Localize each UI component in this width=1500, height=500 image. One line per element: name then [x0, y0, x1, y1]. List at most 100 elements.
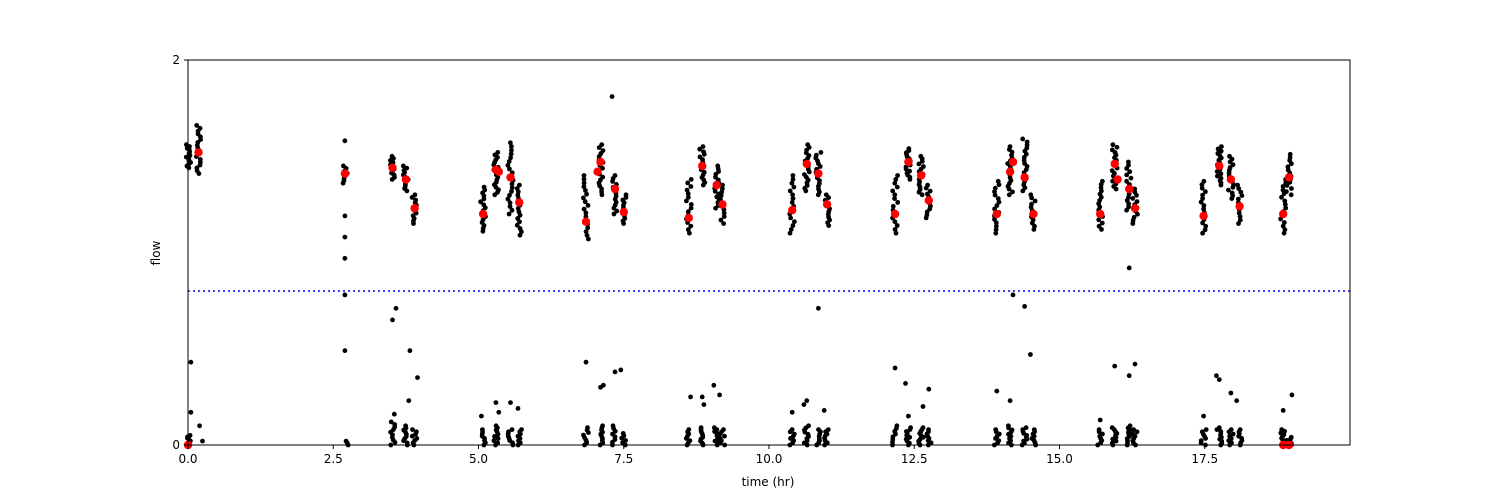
- raw-point: [509, 144, 514, 149]
- raw-point-low: [1218, 429, 1224, 434]
- raw-point: [517, 182, 522, 188]
- raw-point: [788, 227, 794, 232]
- raw-point-low: [403, 423, 408, 429]
- outlier-point: [188, 359, 194, 365]
- outlier-point: [188, 409, 194, 415]
- raw-point: [995, 178, 1001, 184]
- outlier-point: [515, 406, 521, 411]
- raw-point-low: [392, 422, 398, 427]
- outlier-point: [601, 382, 606, 388]
- raw-point: [508, 151, 514, 157]
- raw-point: [718, 193, 724, 199]
- raw-point: [1227, 153, 1232, 159]
- raw-point: [1282, 227, 1288, 233]
- raw-point: [509, 185, 515, 191]
- x-tick-label: 17.5: [1191, 452, 1218, 466]
- raw-point: [894, 223, 900, 228]
- raw-point: [1288, 192, 1294, 198]
- outlier-point: [1214, 373, 1219, 379]
- raw-point: [194, 165, 200, 171]
- raw-point: [701, 149, 706, 155]
- raw-point: [685, 227, 691, 233]
- raw-point: [600, 174, 606, 180]
- raw-point: [599, 142, 605, 148]
- mean-marker: [1130, 204, 1140, 213]
- raw-point: [895, 200, 901, 205]
- raw-point: [994, 220, 999, 226]
- raw-point-low: [1230, 431, 1236, 437]
- raw-point: [916, 161, 922, 167]
- raw-point: [720, 186, 725, 192]
- outlier-point: [342, 255, 348, 261]
- raw-point: [507, 192, 512, 198]
- raw-point-low: [620, 431, 626, 436]
- raw-point: [197, 157, 203, 162]
- raw-point: [894, 184, 900, 190]
- raw-point: [1110, 142, 1116, 148]
- mean-marker: [698, 161, 707, 171]
- raw-point: [1203, 223, 1209, 229]
- raw-point-low: [610, 423, 616, 429]
- raw-point: [1128, 175, 1134, 181]
- raw-point: [789, 200, 795, 205]
- raw-point: [1280, 184, 1286, 189]
- raw-point-low: [816, 427, 821, 432]
- outlier-point: [197, 423, 203, 429]
- outlier-point: [1280, 408, 1286, 413]
- mean-marker: [814, 169, 823, 178]
- outlier-point: [618, 367, 624, 373]
- raw-point: [1200, 196, 1205, 202]
- x-tick-label: 2.5: [324, 452, 343, 466]
- mean-marker: [822, 200, 832, 209]
- x-axis-label: time (hr): [742, 475, 795, 489]
- raw-point: [685, 180, 691, 186]
- raw-point-low: [1134, 429, 1140, 435]
- raw-point-low: [343, 438, 349, 444]
- raw-point: [584, 191, 589, 197]
- raw-point: [581, 176, 587, 182]
- raw-point-low: [711, 425, 717, 431]
- outlier-point: [609, 94, 615, 99]
- mean-marker: [788, 206, 797, 215]
- raw-point: [1285, 164, 1291, 170]
- raw-point: [1236, 210, 1242, 216]
- raw-point: [721, 210, 727, 216]
- raw-point: [505, 196, 511, 202]
- mean-marker: [712, 180, 721, 190]
- outlier-point: [393, 305, 399, 311]
- outlier-point: [342, 213, 348, 219]
- raw-point-low: [698, 425, 704, 431]
- raw-point: [495, 150, 501, 155]
- outlier-point: [1201, 413, 1206, 419]
- outlier-point: [1132, 361, 1138, 367]
- raw-point-low: [414, 429, 419, 435]
- raw-point: [515, 216, 521, 221]
- raw-point: [1200, 230, 1205, 236]
- outlier-point: [391, 411, 397, 417]
- raw-point: [787, 188, 793, 194]
- outlier-point: [1289, 392, 1295, 398]
- raw-point: [686, 194, 691, 200]
- mean-marker: [1005, 167, 1015, 176]
- outlier-point: [892, 365, 898, 371]
- outlier-point: [701, 402, 707, 407]
- mean-marker: [1020, 173, 1029, 182]
- raw-point: [688, 177, 694, 182]
- raw-point: [1201, 203, 1207, 208]
- raw-point: [1029, 201, 1034, 207]
- raw-point: [1114, 144, 1120, 150]
- x-tick-label: 12.5: [901, 452, 928, 466]
- raw-point: [790, 196, 796, 202]
- raw-point-low: [1096, 427, 1102, 432]
- outlier-point: [342, 348, 348, 354]
- mean-marker: [596, 157, 605, 167]
- mean-marker: [478, 209, 488, 219]
- raw-point-low: [1279, 427, 1285, 432]
- raw-point-low: [480, 427, 485, 432]
- raw-point: [892, 219, 898, 225]
- raw-point: [1201, 206, 1206, 212]
- raw-point: [1200, 192, 1205, 198]
- mean-marker: [1215, 161, 1224, 171]
- raw-point: [802, 172, 807, 178]
- raw-point: [581, 184, 587, 190]
